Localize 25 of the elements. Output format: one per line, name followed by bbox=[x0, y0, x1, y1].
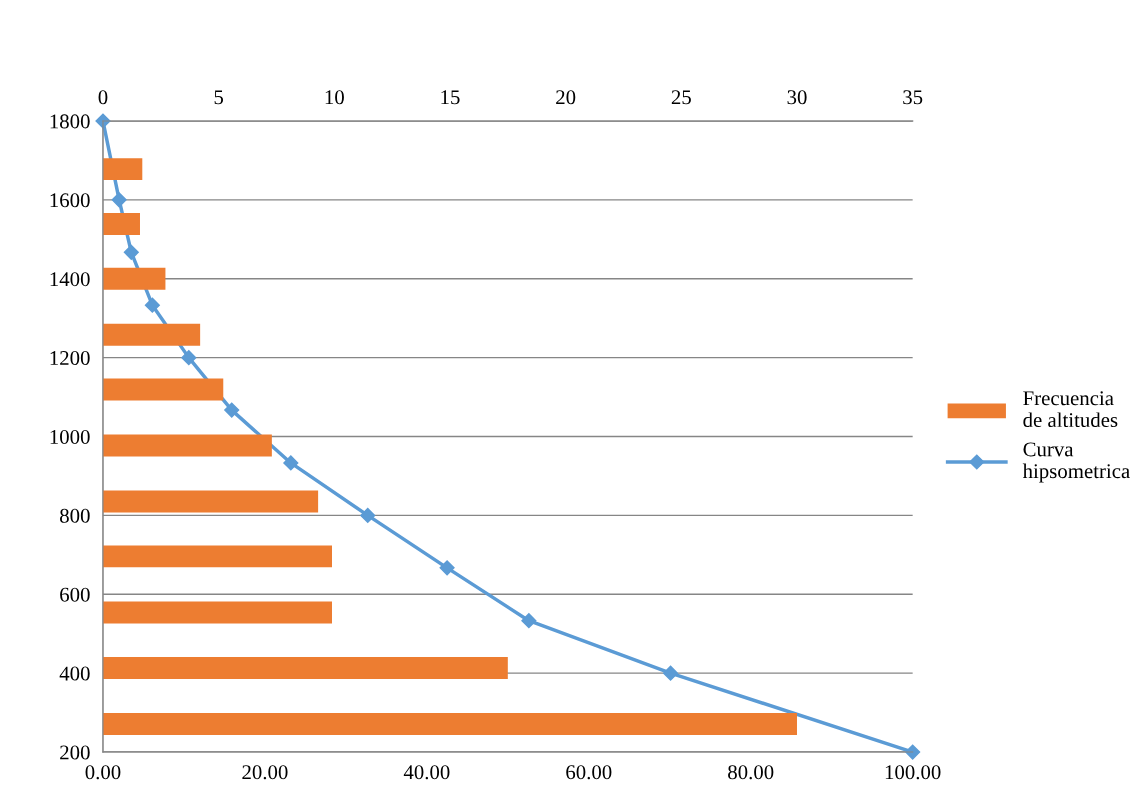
y-tick-label: 800 bbox=[60, 508, 90, 523]
y-tick-label: 400 bbox=[59, 666, 90, 681]
y-tick-label: 1600 bbox=[50, 193, 90, 208]
x2-tick-label: 20 bbox=[556, 90, 576, 105]
y-tick-label: 1000 bbox=[50, 429, 90, 444]
x-tick-label: 20.00 bbox=[242, 765, 288, 780]
y-tick-label: 200 bbox=[60, 745, 90, 760]
x2-tick-label: 30 bbox=[787, 90, 807, 105]
y-tick-label: 600 bbox=[60, 587, 90, 602]
x-tick-label: 80.00 bbox=[728, 765, 774, 780]
x2-tick-label: 5 bbox=[214, 90, 224, 105]
legend-label: Frecuencia de altitudes bbox=[1023, 391, 1118, 428]
y-tick-label: 1400 bbox=[50, 272, 90, 287]
x2-tick-label: 10 bbox=[325, 90, 344, 105]
x2-tick-label: 35 bbox=[903, 90, 923, 105]
legend-label: Curva hipsometrica bbox=[1022, 442, 1130, 483]
x2-tick-label: 0 bbox=[98, 90, 108, 105]
y-tick-label: 1200 bbox=[50, 351, 90, 366]
x2-tick-label: 15 bbox=[441, 90, 460, 105]
x-tick-label: 40.00 bbox=[403, 765, 450, 780]
x-tick-label: 60.00 bbox=[566, 765, 612, 780]
x-tick-label: 0.00 bbox=[85, 765, 121, 780]
x-tick-label: 100.00 bbox=[885, 765, 941, 780]
x2-tick-label: 25 bbox=[671, 90, 691, 105]
y-tick-label: 1800 bbox=[50, 114, 90, 129]
